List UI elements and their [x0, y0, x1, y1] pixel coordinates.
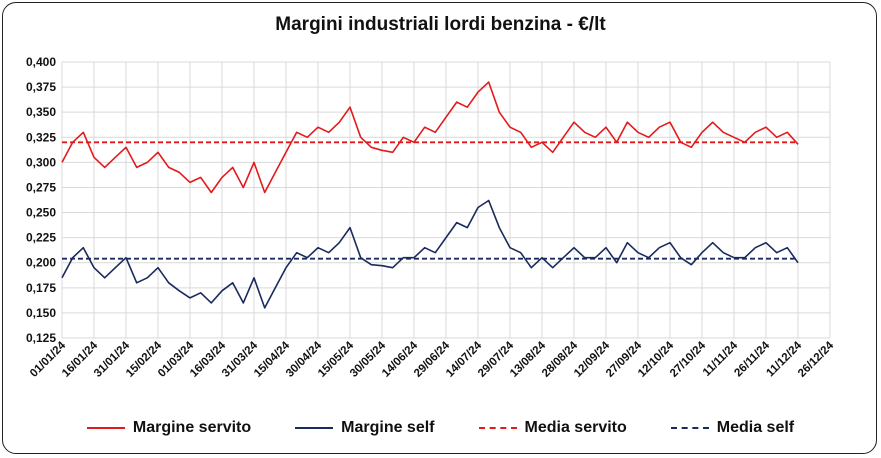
y-tick-label: 0,225 [26, 231, 56, 245]
legend-label-media-servito: Media servito [524, 419, 627, 436]
legend-item-media-self: Media self [670, 419, 795, 437]
legend: Margine servito Margine self Media servi… [0, 416, 881, 440]
series-line-margine-self [61, 199, 799, 309]
y-tick-label: 0,125 [26, 331, 56, 345]
y-tick-label: 0,150 [26, 306, 56, 320]
legend-swatch-media-self [670, 427, 709, 429]
y-tick-label: 0,300 [26, 155, 56, 169]
y-tick-label: 0,400 [26, 55, 56, 69]
y-tick-label: 0,350 [26, 105, 56, 119]
legend-swatch-margine-self [295, 427, 334, 429]
legend-swatch-margine-servito [86, 427, 125, 429]
legend-item-media-servito: Media servito [478, 419, 627, 437]
y-tick-label: 0,200 [26, 256, 56, 270]
y-tick-label: 0,250 [26, 206, 56, 220]
legend-label-margine-servito: Margine servito [132, 419, 252, 436]
legend-item-margine-servito: Margine servito [86, 419, 252, 437]
series-line-margine-servito [61, 81, 799, 194]
y-tick-label: 0,175 [26, 281, 56, 295]
x-tick-label: 27/10/24 [668, 339, 709, 380]
legend-label-media-self: Media self [716, 419, 795, 436]
y-tick-label: 0,375 [26, 80, 56, 94]
y-tick-label: 0,275 [26, 180, 56, 194]
legend-label-margine-self: Margine self [341, 419, 435, 436]
legend-item-margine-self: Margine self [295, 419, 435, 437]
chart-title: Margini industriali lordi benzina - €/lt [275, 14, 606, 35]
x-tick-label: 26/12/24 [796, 339, 837, 380]
legend-swatch-media-servito [478, 427, 517, 429]
y-tick-label: 0,325 [26, 130, 56, 144]
